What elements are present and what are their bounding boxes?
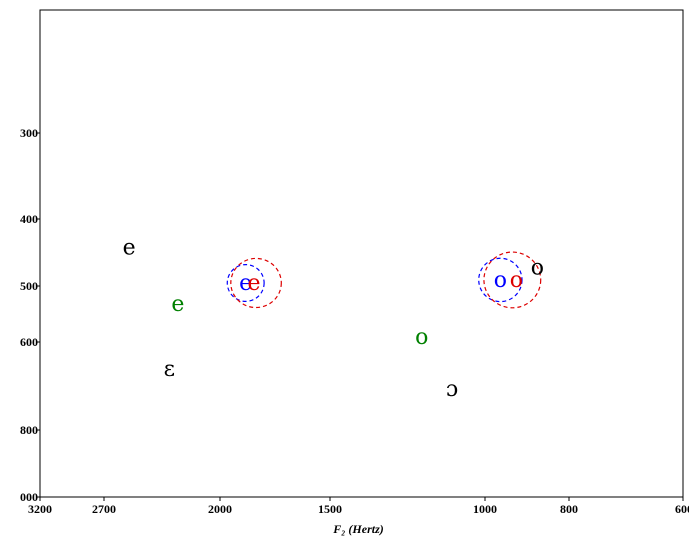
- y-tick-label: 500: [20, 279, 38, 293]
- vowel-point: ɛ: [164, 357, 175, 382]
- x-tick-label: 2000: [208, 502, 232, 516]
- vowel-point: o: [531, 255, 544, 280]
- confidence-ellipse: [483, 251, 542, 309]
- x-tick-label: 2700: [92, 502, 116, 516]
- vowel-point: ɔ: [446, 377, 458, 402]
- plot-frame: [39, 9, 684, 498]
- confidence-ellipse: [478, 257, 523, 303]
- y-tick-label: 400: [20, 212, 38, 226]
- y-tick-label: 000: [20, 490, 38, 504]
- x-tick-label: 1500: [318, 502, 342, 516]
- vowel-point: e: [171, 292, 184, 317]
- vowel-point: o: [510, 268, 523, 293]
- vowel-point: o: [415, 325, 428, 350]
- x-axis: 3200 2700 2000 1500 1000 800 600: [28, 497, 689, 516]
- y-axis: 300 400 500 600 800 000: [20, 126, 40, 504]
- x-tick-label: 3200: [28, 502, 52, 516]
- point-layer: e ɛ o ɔ e o e o e o: [123, 236, 544, 403]
- vowel-point: e: [239, 271, 252, 296]
- y-tick-label: 600: [20, 335, 38, 349]
- ellipse-layer: [226, 251, 542, 309]
- y-tick-label: 800: [20, 423, 38, 437]
- confidence-ellipse: [226, 263, 265, 302]
- x-tick-label: 800: [560, 502, 578, 516]
- x-tick-label: 1000: [473, 502, 497, 516]
- vowel-point: e: [123, 236, 136, 261]
- confidence-ellipse: [230, 257, 282, 309]
- x-axis-title: F₂ (Hertz): [332, 522, 384, 536]
- vowel-point: o: [494, 268, 507, 293]
- y-tick-label: 300: [20, 126, 38, 140]
- x-tick-label: 600: [675, 502, 689, 516]
- vowel-point: e: [247, 271, 260, 296]
